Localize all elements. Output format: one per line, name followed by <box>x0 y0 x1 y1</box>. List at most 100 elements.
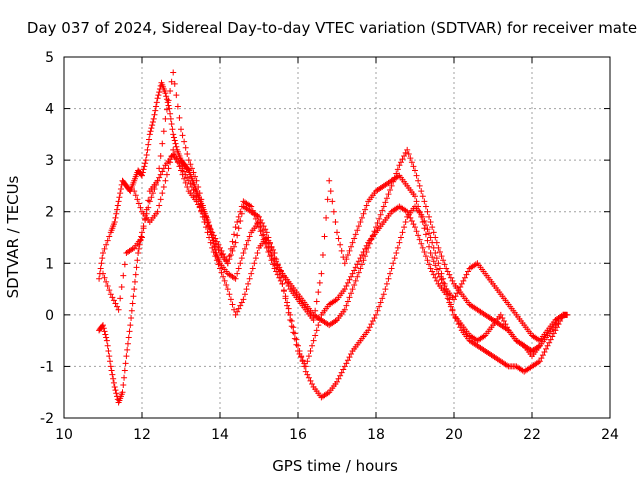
data-point <box>290 329 297 336</box>
data-point <box>172 140 179 147</box>
data-point <box>497 311 504 318</box>
data-point <box>348 273 355 280</box>
data-point <box>106 233 113 240</box>
data-point <box>102 331 109 338</box>
data-point <box>181 168 188 175</box>
data-point <box>165 165 172 172</box>
data-point <box>441 261 448 268</box>
data-point <box>352 277 359 284</box>
data-point <box>536 358 543 365</box>
data-point <box>382 286 389 293</box>
data-point <box>332 219 339 226</box>
data-point <box>144 146 151 153</box>
data-point <box>232 275 239 282</box>
series-trace-4 <box>131 146 543 370</box>
data-point <box>399 229 406 236</box>
x-axis-label: GPS time / hours <box>272 457 398 475</box>
data-point <box>170 134 177 141</box>
data-point <box>544 342 551 349</box>
data-point <box>168 78 175 85</box>
data-point <box>245 237 252 244</box>
data-point <box>282 276 289 283</box>
data-point <box>237 217 244 224</box>
data-point <box>338 369 345 376</box>
data-point <box>249 207 256 214</box>
data-point <box>237 208 244 215</box>
data-point <box>432 262 439 269</box>
data-point <box>305 374 312 381</box>
data-point <box>227 252 234 259</box>
data-point <box>120 381 127 388</box>
data-point <box>156 202 163 209</box>
x-tick-label: 22 <box>523 427 541 443</box>
data-point <box>362 206 369 213</box>
data-point <box>304 358 311 365</box>
data-point <box>226 291 233 298</box>
data-point <box>148 194 155 201</box>
data-point <box>285 282 292 289</box>
data-point <box>245 280 252 287</box>
series-trace-2 <box>96 151 571 406</box>
data-point <box>377 299 384 306</box>
data-point <box>141 163 148 170</box>
data-point <box>284 302 291 309</box>
data-point <box>312 307 319 314</box>
data-point <box>354 273 361 280</box>
data-point <box>251 260 258 267</box>
data-point <box>155 92 162 99</box>
data-point <box>163 106 170 113</box>
data-point <box>150 115 157 122</box>
data-point <box>251 211 258 218</box>
data-point <box>196 190 203 197</box>
data-point <box>457 284 464 291</box>
data-point <box>419 244 426 251</box>
data-point <box>371 314 378 321</box>
data-point <box>426 213 433 220</box>
data-point <box>110 375 117 382</box>
data-point <box>271 255 278 262</box>
data-point <box>185 166 192 173</box>
data-point <box>291 335 298 342</box>
data-point <box>121 367 128 374</box>
x-tick-label: 24 <box>601 427 619 443</box>
data-point <box>185 177 192 184</box>
data-point <box>167 159 174 166</box>
data-point <box>277 277 284 284</box>
data-point <box>240 249 247 256</box>
data-point <box>433 255 440 262</box>
data-point <box>101 245 108 252</box>
data-point <box>310 337 317 344</box>
data-point <box>263 244 270 251</box>
data-point <box>187 161 194 168</box>
data-point <box>110 379 117 386</box>
data-point <box>396 239 403 246</box>
data-point <box>368 321 375 328</box>
data-point <box>124 346 131 353</box>
data-point <box>547 336 554 343</box>
data-point <box>131 188 138 195</box>
data-point <box>383 280 390 287</box>
data-point <box>130 293 137 300</box>
data-point <box>132 271 139 278</box>
data-point <box>229 238 236 245</box>
data-point <box>128 307 135 314</box>
data-point <box>418 240 425 247</box>
data-point <box>397 234 404 241</box>
data-point <box>421 217 428 224</box>
data-point <box>235 213 242 220</box>
y-tick-label: 5 <box>45 50 54 66</box>
data-point <box>113 390 120 397</box>
data-point <box>407 155 414 162</box>
data-point <box>224 260 231 267</box>
data-point <box>412 193 418 200</box>
data-point <box>284 279 291 286</box>
data-point <box>108 367 115 374</box>
data-point <box>133 264 140 271</box>
data-point <box>178 126 184 133</box>
data-point <box>213 257 220 264</box>
data-point <box>243 241 250 248</box>
data-point <box>146 131 153 138</box>
data-point <box>380 291 387 298</box>
data-point <box>104 282 111 289</box>
data-point <box>355 269 362 276</box>
